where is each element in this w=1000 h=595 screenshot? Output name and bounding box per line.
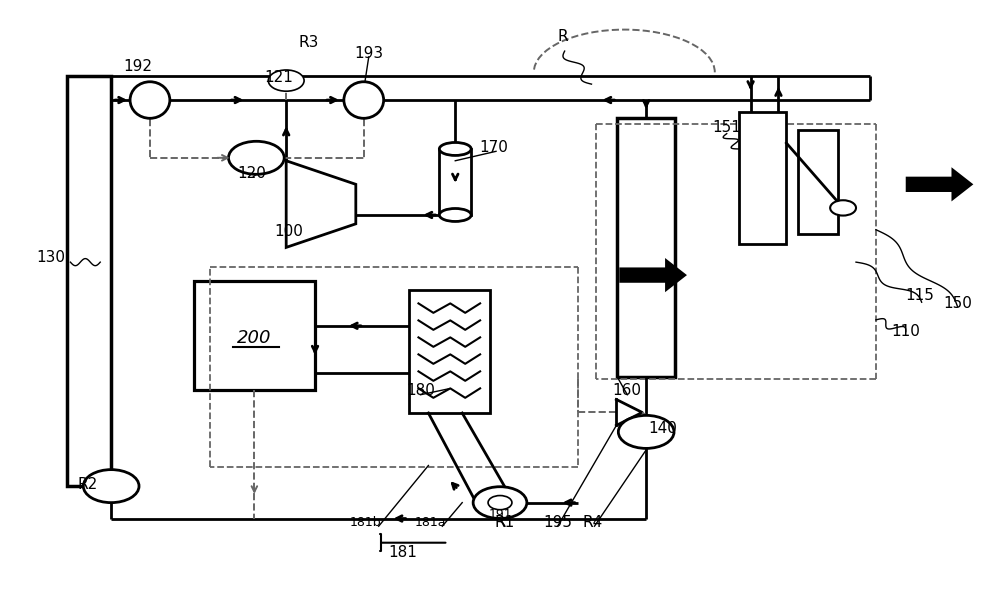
Bar: [409, 290, 490, 413]
Circle shape: [229, 141, 284, 174]
FancyArrow shape: [619, 258, 687, 292]
Text: 180: 180: [406, 383, 435, 398]
Circle shape: [83, 469, 139, 503]
Text: 191: 191: [488, 508, 512, 521]
Bar: [798, 130, 838, 234]
Text: R1: R1: [495, 515, 515, 530]
Text: 160: 160: [613, 383, 642, 398]
Text: 151: 151: [712, 120, 741, 135]
Text: 181b: 181b: [350, 516, 382, 529]
Text: 192: 192: [124, 59, 153, 74]
Ellipse shape: [130, 82, 170, 118]
Text: R3: R3: [299, 35, 319, 51]
Text: 150: 150: [943, 296, 972, 311]
Circle shape: [268, 70, 304, 91]
Text: 170: 170: [480, 140, 508, 155]
Bar: [439, 149, 471, 215]
Text: R4: R4: [582, 515, 603, 530]
Text: 100: 100: [275, 224, 304, 239]
FancyArrow shape: [906, 167, 973, 202]
Text: 121: 121: [265, 70, 294, 84]
Text: 195: 195: [543, 515, 572, 530]
Bar: [67, 77, 111, 486]
Ellipse shape: [344, 82, 384, 118]
Circle shape: [830, 201, 856, 215]
Text: 181a: 181a: [415, 516, 446, 529]
Text: 110: 110: [891, 324, 920, 339]
Text: R2: R2: [77, 477, 97, 493]
Ellipse shape: [439, 208, 471, 221]
Bar: [739, 112, 786, 245]
Bar: [194, 281, 315, 390]
Bar: [617, 118, 675, 377]
Text: 200: 200: [237, 328, 272, 346]
Text: R: R: [557, 30, 568, 45]
Circle shape: [473, 487, 527, 518]
Text: 115: 115: [905, 287, 934, 303]
Circle shape: [618, 415, 674, 449]
Circle shape: [488, 496, 512, 510]
Text: 181: 181: [388, 544, 417, 560]
Ellipse shape: [439, 142, 471, 155]
Text: 120: 120: [237, 166, 266, 181]
Text: 140: 140: [649, 421, 678, 436]
Text: 193: 193: [354, 46, 383, 61]
Text: 130: 130: [36, 250, 65, 265]
